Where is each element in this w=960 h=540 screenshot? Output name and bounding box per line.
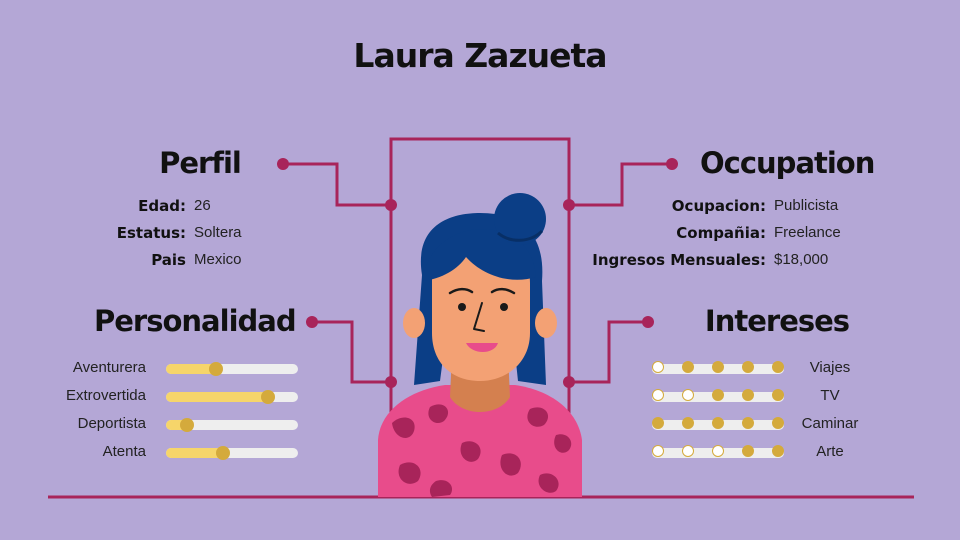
interest-rating bbox=[652, 361, 784, 374]
rating-dot-filled bbox=[712, 389, 724, 401]
frame-line bbox=[389, 137, 571, 497]
interest-label: Caminar bbox=[801, 415, 859, 432]
trait-label: Deportista bbox=[77, 415, 146, 432]
personalidad-frame-dot bbox=[385, 376, 397, 388]
perfil-value-estatus: Soltera bbox=[194, 224, 242, 241]
interest-label: TV bbox=[820, 387, 840, 404]
trait-slider bbox=[166, 446, 298, 460]
rating-dot-filled bbox=[772, 445, 784, 457]
rating-dot-empty bbox=[652, 389, 664, 401]
occupation-connector bbox=[569, 162, 672, 207]
trait-slider bbox=[166, 390, 298, 404]
trait-slider bbox=[166, 418, 298, 432]
perfil-value-edad: 26 bbox=[194, 197, 211, 214]
personalidad-connector bbox=[312, 320, 391, 384]
trait-slider-fill bbox=[166, 392, 268, 402]
personalidad-connector-dot bbox=[306, 316, 318, 328]
rating-dot-filled bbox=[712, 417, 724, 429]
trait-slider-fill bbox=[166, 364, 217, 374]
perfil-connector bbox=[283, 162, 391, 207]
interest-rating bbox=[652, 417, 784, 430]
trait-slider-knob bbox=[260, 390, 275, 404]
perfil-label-edad: Edad: bbox=[138, 197, 186, 215]
rating-dot-filled bbox=[772, 417, 784, 429]
rating-dot-filled bbox=[772, 361, 784, 373]
rating-dot-filled bbox=[772, 389, 784, 401]
rating-dot-filled bbox=[742, 389, 754, 401]
trait-label: Aventurera bbox=[72, 359, 146, 376]
avatar-illustration bbox=[378, 193, 582, 497]
occupation-value-compania: Freelance bbox=[774, 224, 841, 241]
trait-slider-fill bbox=[166, 448, 223, 458]
trait-slider-knob bbox=[215, 446, 230, 460]
rating-dot-filled bbox=[652, 417, 664, 429]
trait-slider-fill bbox=[166, 420, 188, 430]
occupation-label-compania: Compañia: bbox=[676, 224, 766, 242]
trait-label: Atenta bbox=[102, 443, 146, 460]
rating-dot-empty bbox=[712, 445, 724, 457]
rating-dot-empty bbox=[652, 445, 664, 457]
interest-rating bbox=[652, 445, 784, 458]
occupation-heading: Occupation bbox=[700, 146, 875, 180]
intereses-connector bbox=[569, 320, 648, 384]
interest-label: Arte bbox=[816, 443, 844, 460]
occupation-connector-dot bbox=[666, 158, 678, 170]
interest-label: Viajes bbox=[809, 359, 851, 376]
personalidad-heading: Personalidad bbox=[94, 304, 297, 338]
rating-dot-filled bbox=[682, 417, 694, 429]
perfil-connector-dot bbox=[277, 158, 289, 170]
rating-dot-filled bbox=[712, 361, 724, 373]
occupation-value-ocupacion: Publicista bbox=[774, 197, 839, 214]
page-title: Laura Zazueta bbox=[353, 36, 607, 75]
rating-dot-filled bbox=[742, 361, 754, 373]
perfil-heading: Perfil bbox=[159, 146, 242, 180]
rating-dot-empty bbox=[652, 361, 664, 373]
perfil-value-pais: Mexico bbox=[194, 251, 242, 268]
trait-label: Extrovertida bbox=[65, 387, 146, 404]
trait-slider-knob bbox=[209, 362, 224, 376]
rating-dot-filled bbox=[682, 361, 694, 373]
intereses-frame-dot bbox=[563, 376, 575, 388]
rating-dot-empty bbox=[682, 445, 694, 457]
perfil-label-estatus: Estatus: bbox=[116, 224, 186, 242]
occupation-frame-dot bbox=[563, 199, 575, 211]
trait-slider-knob bbox=[180, 418, 195, 432]
rating-dot-filled bbox=[742, 445, 754, 457]
intereses-connector-dot bbox=[642, 316, 654, 328]
occupation-value-ingresos: $18,000 bbox=[774, 251, 829, 268]
occupation-label-ocupacion: Ocupacion: bbox=[671, 197, 766, 215]
perfil-frame-dot bbox=[385, 199, 397, 211]
intereses-heading: Intereses bbox=[704, 304, 850, 338]
interest-rating bbox=[652, 389, 784, 402]
occupation-label-ingresos: Ingresos Mensuales: bbox=[592, 251, 766, 269]
rating-dot-empty bbox=[682, 389, 694, 401]
perfil-label-pais: Pais bbox=[151, 251, 186, 269]
trait-slider bbox=[166, 362, 298, 376]
rating-dot-filled bbox=[742, 417, 754, 429]
